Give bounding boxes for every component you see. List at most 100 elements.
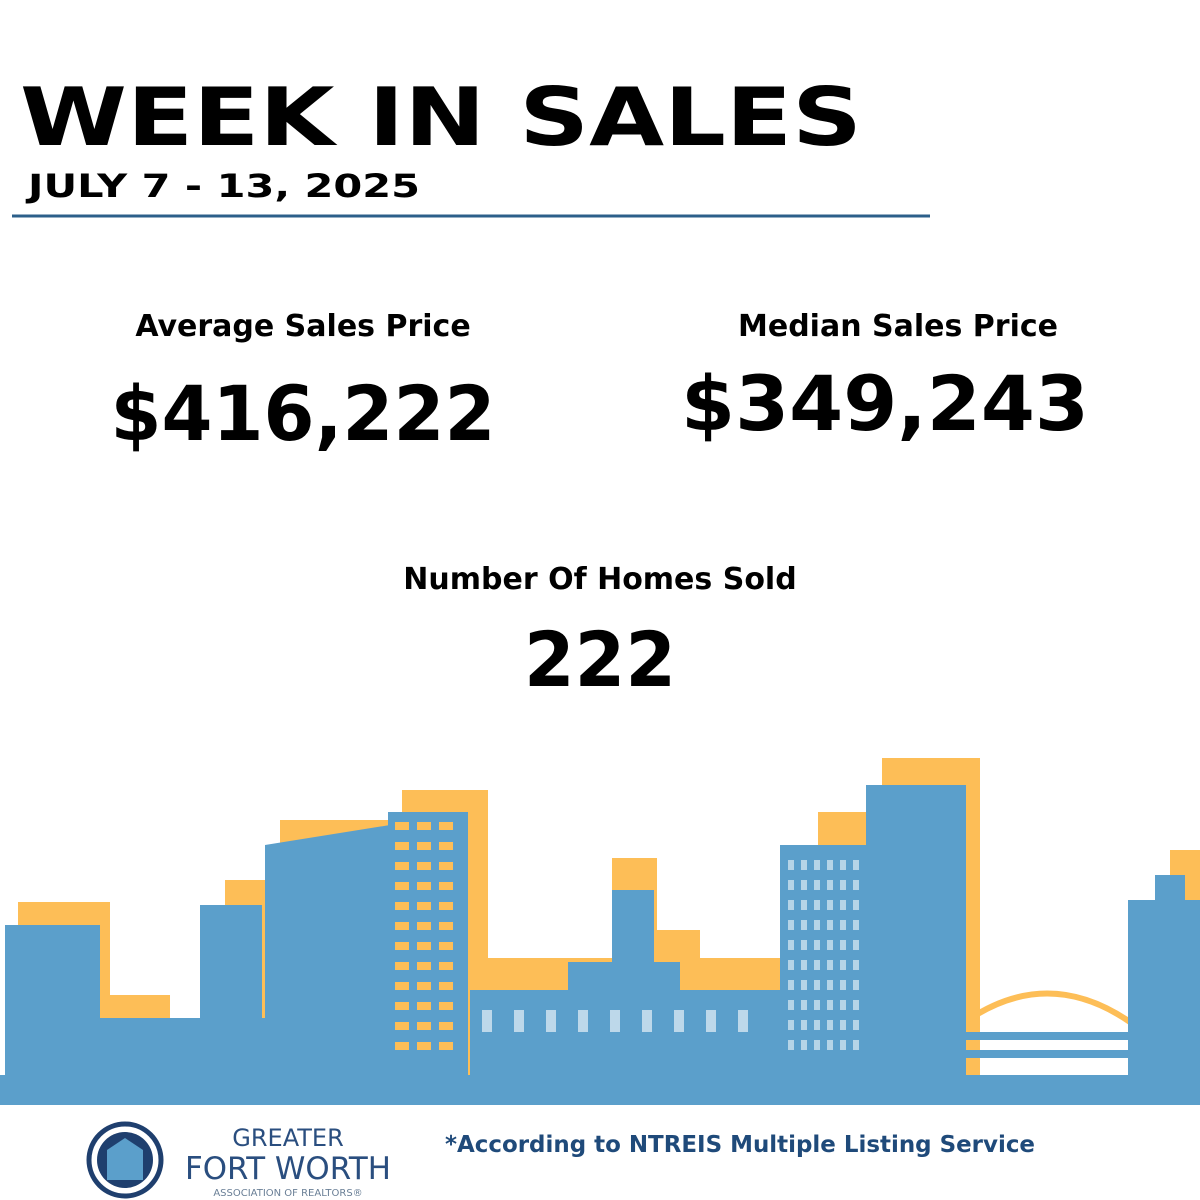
skyline-shape: [801, 1000, 807, 1010]
skyline-shape: [417, 862, 431, 870]
skyline-shape: [840, 1040, 846, 1050]
skyline-shape: [814, 880, 820, 890]
logo-line: GREATER: [232, 1124, 344, 1152]
skyline-shape: [853, 880, 859, 890]
skyline-shape: [642, 1010, 652, 1032]
skyline-shape: [439, 942, 453, 950]
skyline-shape: [840, 880, 846, 890]
skyline-shape: [801, 960, 807, 970]
skyline-shape: [395, 982, 409, 990]
skyline-shape: [788, 920, 794, 930]
skyline-shape: [801, 880, 807, 890]
skyline-shape: [827, 1020, 833, 1030]
logo: GREATER FORT WORTH ASSOCIATION OF REALTO…: [86, 1121, 391, 1199]
skyline-shape: [788, 900, 794, 910]
skyline-shape: [439, 962, 453, 970]
skyline-shape: [482, 1010, 492, 1032]
skyline-shape: [417, 1002, 431, 1010]
skyline-shape: [439, 822, 453, 830]
skyline-shape: [840, 900, 846, 910]
skyline-shape: [514, 1010, 524, 1032]
skyline-shape: [827, 1040, 833, 1050]
skyline-shape: [801, 920, 807, 930]
skyline-shape: [814, 860, 820, 870]
skyline-shape: [417, 982, 431, 990]
skyline-shape: [801, 900, 807, 910]
skyline-shape: [395, 1022, 409, 1030]
skyline-shape: [417, 822, 431, 830]
skyline-shape: [853, 900, 859, 910]
skyline-shape: [827, 980, 833, 990]
skyline-shape: [395, 962, 409, 970]
skyline-shape: [801, 980, 807, 990]
stat-value: 222: [524, 615, 676, 704]
skyline-shape: [814, 920, 820, 930]
skyline-shape: [814, 980, 820, 990]
skyline-shape: [827, 860, 833, 870]
skyline-shape: [788, 1000, 794, 1010]
skyline-shape: [801, 860, 807, 870]
date-range: JULY 7 - 13, 2025: [25, 167, 420, 205]
skyline-shape: [814, 960, 820, 970]
skyline-shape: [417, 1022, 431, 1030]
skyline-shape: [814, 940, 820, 950]
skyline-shape: [1128, 900, 1200, 1080]
skyline-shape: [439, 862, 453, 870]
skyline-shape: [840, 1020, 846, 1030]
skyline-shape: [788, 980, 794, 990]
skyline-shape: [417, 962, 431, 970]
skyline-shape: [417, 922, 431, 930]
skyline-shape: [788, 1020, 794, 1030]
skyline-shape: [853, 920, 859, 930]
skyline-shape: [814, 1000, 820, 1010]
skyline-shape: [788, 960, 794, 970]
skyline-shape: [801, 1020, 807, 1030]
skyline-shape: [853, 1000, 859, 1010]
skyline-shape: [395, 842, 409, 850]
skyline-shape: [546, 1010, 556, 1032]
skyline-shape: [840, 1000, 846, 1010]
skyline-shape: [840, 940, 846, 950]
skyline-shape: [417, 842, 431, 850]
skyline-shape: [827, 880, 833, 890]
stat-label: Median Sales Price: [738, 309, 1058, 344]
skyline-shape: [417, 902, 431, 910]
skyline-shape: [866, 785, 966, 1080]
skyline-shape: [788, 1040, 794, 1050]
skyline-shape: [840, 920, 846, 930]
skyline-shape: [395, 882, 409, 890]
skyline-shape: [100, 1018, 265, 1080]
skyline-shape: [417, 942, 431, 950]
skyline-shape: [788, 880, 794, 890]
skyline-shape: [801, 940, 807, 950]
skyline-shape: [395, 822, 409, 830]
skyline-shape: [5, 925, 100, 1080]
skyline-shape: [738, 1010, 748, 1032]
skyline-shape: [395, 902, 409, 910]
skyline-shape: [0, 1075, 1200, 1105]
skyline-shape: [439, 1042, 453, 1050]
skyline-shape: [439, 882, 453, 890]
skyline-shape: [395, 1042, 409, 1050]
skyline-shape: [827, 1000, 833, 1010]
skyline-shape: [417, 1042, 431, 1050]
skyline: [0, 758, 1200, 1105]
skyline-shape: [827, 900, 833, 910]
skyline-shape: [439, 1002, 453, 1010]
stat-label: Average Sales Price: [135, 309, 470, 344]
skyline-shape: [395, 942, 409, 950]
skyline-shape: [439, 842, 453, 850]
skyline-shape: [788, 860, 794, 870]
skyline-shape: [853, 1040, 859, 1050]
skyline-shape: [439, 1022, 453, 1030]
skyline-shape: [610, 1010, 620, 1032]
skyline-shape: [840, 960, 846, 970]
skyline-shape: [439, 922, 453, 930]
logo-house: [107, 1138, 143, 1180]
skyline-shape: [963, 990, 1132, 1025]
logo-line: FORT WORTH: [185, 1151, 391, 1187]
stat-value: $416,222: [111, 369, 496, 458]
footnote: *According to NTREIS Multiple Listing Se…: [445, 1132, 1035, 1158]
